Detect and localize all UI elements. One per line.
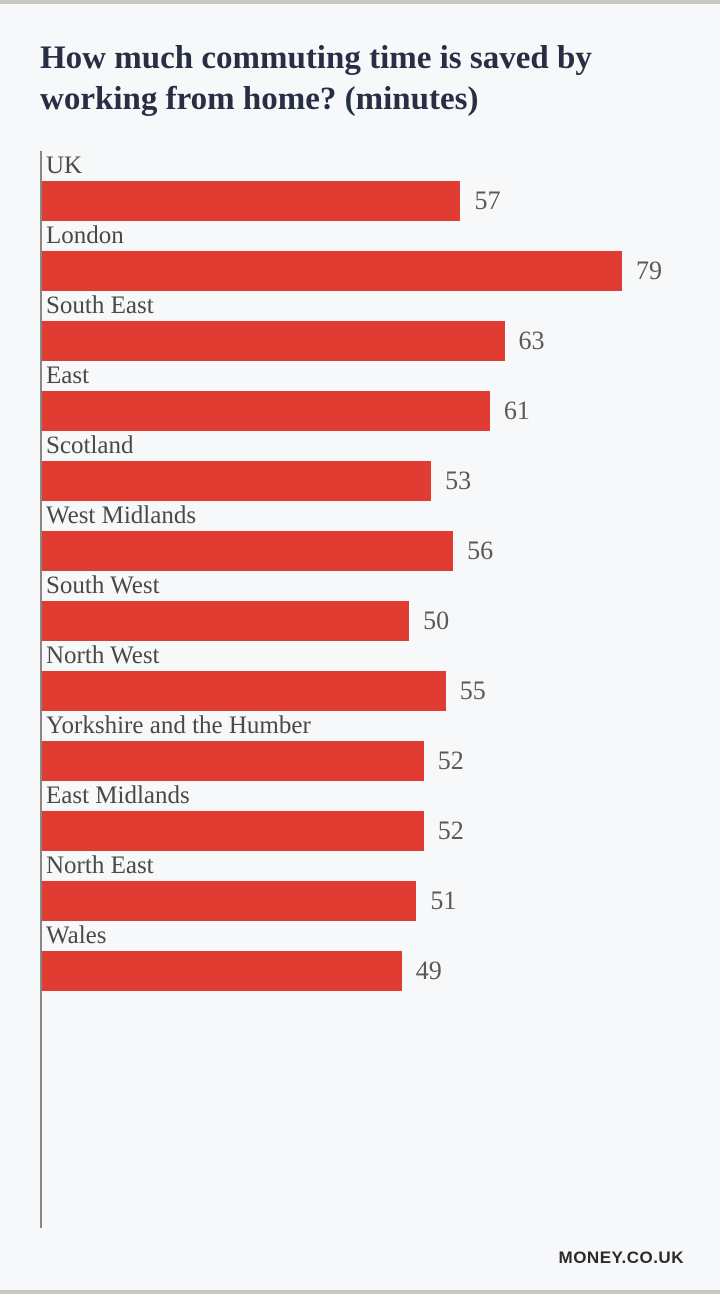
bar (42, 181, 460, 221)
category-label: Yorkshire and the Humber (46, 711, 684, 741)
bar-line: 52 (42, 741, 684, 781)
bar (42, 391, 490, 431)
bar-line: 53 (42, 461, 684, 501)
bar-line: 49 (42, 951, 684, 991)
bar-line: 79 (42, 251, 684, 291)
chart-title: How much commuting time is saved by work… (40, 38, 684, 121)
bar-value: 57 (474, 186, 500, 216)
bar (42, 531, 453, 571)
category-label: UK (46, 151, 684, 181)
category-label: Wales (46, 921, 684, 951)
category-label: London (46, 221, 684, 251)
bar (42, 741, 424, 781)
category-label: North West (46, 641, 684, 671)
bar (42, 321, 505, 361)
bar-row: North East51 (56, 851, 684, 921)
bar-value: 53 (445, 466, 471, 496)
bar-value: 49 (416, 956, 442, 986)
category-label: Scotland (46, 431, 684, 461)
bar (42, 881, 416, 921)
bar-row: UK57 (56, 151, 684, 221)
bar-row: Scotland53 (56, 431, 684, 501)
bar-row: South West50 (56, 571, 684, 641)
category-label: North East (46, 851, 684, 881)
bar-line: 56 (42, 531, 684, 571)
bar-row: Wales49 (56, 921, 684, 991)
bar-chart: UK57London79South East63East61Scotland53… (40, 151, 684, 1229)
bar-value: 51 (430, 886, 456, 916)
bar (42, 811, 424, 851)
bar-value: 61 (504, 396, 530, 426)
bar-row: South East63 (56, 291, 684, 361)
bar-value: 50 (423, 606, 449, 636)
bar-value: 79 (636, 256, 662, 286)
bar-line: 61 (42, 391, 684, 431)
bar-line: 50 (42, 601, 684, 641)
category-label: West Midlands (46, 501, 684, 531)
bar (42, 951, 402, 991)
bar-value: 63 (519, 326, 545, 356)
bar-value: 52 (438, 816, 464, 846)
bar (42, 601, 409, 641)
bar (42, 461, 431, 501)
bar-row: North West55 (56, 641, 684, 711)
bar-row: Yorkshire and the Humber52 (56, 711, 684, 781)
bar-value: 52 (438, 746, 464, 776)
bar-row: West Midlands56 (56, 501, 684, 571)
chart-frame: How much commuting time is saved by work… (0, 0, 720, 1294)
category-label: East Midlands (46, 781, 684, 811)
bar-row: East Midlands52 (56, 781, 684, 851)
bar-line: 51 (42, 881, 684, 921)
bar (42, 671, 446, 711)
bar-line: 55 (42, 671, 684, 711)
category-label: South West (46, 571, 684, 601)
bar-row: London79 (56, 221, 684, 291)
category-label: South East (46, 291, 684, 321)
category-label: East (46, 361, 684, 391)
bar-line: 63 (42, 321, 684, 361)
bar-row: East61 (56, 361, 684, 431)
bar-line: 57 (42, 181, 684, 221)
bar-value: 55 (460, 676, 486, 706)
bar (42, 251, 622, 291)
bar-line: 52 (42, 811, 684, 851)
source-attribution: MONEY.CO.UK (40, 1248, 684, 1268)
bar-value: 56 (467, 536, 493, 566)
